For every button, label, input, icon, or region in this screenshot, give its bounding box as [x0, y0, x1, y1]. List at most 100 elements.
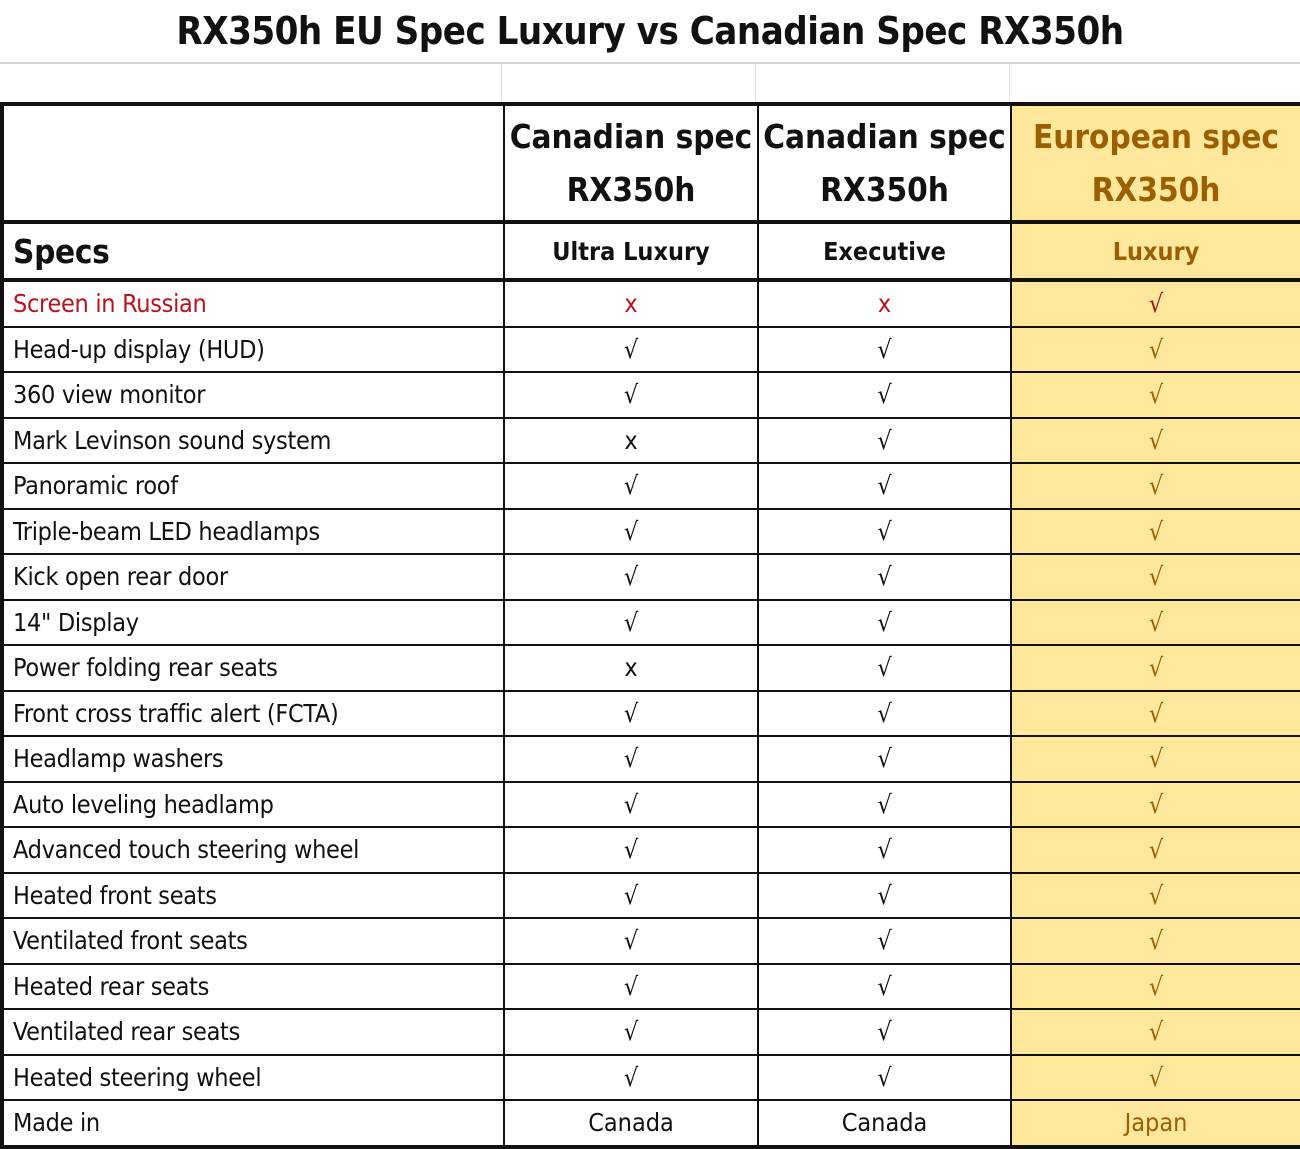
- spec-name: Heated front seats: [0, 871, 505, 919]
- spec-name: Triple-beam LED headlamps: [0, 507, 505, 555]
- table-row: Auto leveling headlamp √ √ √: [0, 780, 1300, 828]
- spec-value-cell: √: [1010, 826, 1300, 874]
- spec-name: 14" Display: [0, 598, 505, 646]
- spec-value-cell: √: [503, 917, 759, 965]
- spec-value-cell: Canada: [503, 1099, 759, 1149]
- spec-value-cell: √: [757, 871, 1012, 919]
- spec-value-cell: √: [757, 462, 1012, 510]
- spec-value-cell: Canada: [757, 1099, 1012, 1149]
- table-row: Advanced touch steering wheel √ √ √: [0, 826, 1300, 874]
- spec-name: Headlamp washers: [0, 735, 505, 783]
- spec-value-cell: √: [1010, 325, 1300, 373]
- table-row: Triple-beam LED headlamps √ √ √: [0, 507, 1300, 555]
- spec-value-cell: √: [757, 371, 1012, 419]
- spec-value-cell: √: [1010, 598, 1300, 646]
- blank-cell: [502, 62, 757, 102]
- header-empty-cell: [0, 102, 505, 224]
- spec-value-cell: √: [757, 1053, 1012, 1101]
- spec-value-cell: √: [503, 826, 759, 874]
- table-row: Headlamp washers √ √ √: [0, 735, 1300, 783]
- table-row: Head-up display (HUD) √ √ √: [0, 325, 1300, 373]
- spec-value-cell: √: [757, 553, 1012, 601]
- table-row: Ventilated front seats √ √ √: [0, 917, 1300, 965]
- table-row: 14" Display √ √ √: [0, 598, 1300, 646]
- spec-value-cell: √: [1010, 1053, 1300, 1101]
- spec-value-cell: √: [757, 325, 1012, 373]
- table-row: Power folding rear seats x √ √: [0, 644, 1300, 692]
- table-row: Heated steering wheel √ √ √: [0, 1053, 1300, 1101]
- spec-name: Panoramic roof: [0, 462, 505, 510]
- table-row: Panoramic roof √ √ √: [0, 462, 1300, 510]
- spec-name: Front cross traffic alert (FCTA): [0, 689, 505, 737]
- spec-value-cell: √: [1010, 871, 1300, 919]
- spec-name: Heated steering wheel: [0, 1053, 505, 1101]
- table-row: Made in Canada Canada Japan: [0, 1099, 1300, 1149]
- spec-value-cell: √: [757, 735, 1012, 783]
- specs-label: Specs: [0, 221, 505, 282]
- spec-value-cell: x: [757, 279, 1012, 328]
- spec-value-cell: √: [757, 416, 1012, 464]
- column-header-european-luxury: European spec RX350h: [1010, 102, 1300, 224]
- spec-name: 360 view monitor: [0, 371, 505, 419]
- spec-value-cell: √: [503, 507, 759, 555]
- spec-name: Ventilated front seats: [0, 917, 505, 965]
- spec-value-cell: √: [1010, 644, 1300, 692]
- blank-cell: [1010, 62, 1300, 102]
- spec-value-cell: √: [503, 1008, 759, 1056]
- spec-name: Power folding rear seats: [0, 644, 505, 692]
- table-row: Screen in Russian x x √: [0, 279, 1300, 328]
- spec-value-cell: √: [1010, 780, 1300, 828]
- spec-value-cell: √: [757, 689, 1012, 737]
- spec-comparison-table: Canadian spec RX350h Canadian spec RX350…: [0, 102, 1300, 1149]
- spec-value-cell: √: [1010, 735, 1300, 783]
- spec-value-cell: √: [503, 325, 759, 373]
- table-row: 360 view monitor √ √ √: [0, 371, 1300, 419]
- spec-value-cell: √: [503, 962, 759, 1010]
- spec-name: Advanced touch steering wheel: [0, 826, 505, 874]
- spec-value-cell: √: [503, 371, 759, 419]
- table-row: Front cross traffic alert (FCTA) √ √ √: [0, 689, 1300, 737]
- spec-value-cell: √: [1010, 507, 1300, 555]
- spec-value-cell: √: [1010, 371, 1300, 419]
- blank-cell: [756, 62, 1010, 102]
- spec-value-cell: √: [503, 553, 759, 601]
- spec-value-cell: √: [503, 462, 759, 510]
- spec-name: Auto leveling headlamp: [0, 780, 505, 828]
- spec-value-cell: x: [503, 279, 759, 328]
- spec-value-cell: √: [1010, 416, 1300, 464]
- spec-value-cell: √: [1010, 1008, 1300, 1056]
- column-header-canadian-executive: Canadian spec RX350h: [757, 102, 1012, 224]
- spec-value-cell: Japan: [1010, 1099, 1300, 1149]
- table-row: Mark Levinson sound system x √ √: [0, 416, 1300, 464]
- page-title: RX350h EU Spec Luxury vs Canadian Spec R…: [0, 0, 1300, 64]
- spec-value-cell: √: [757, 917, 1012, 965]
- spec-value-cell: √: [503, 1053, 759, 1101]
- spec-value-cell: √: [757, 507, 1012, 555]
- spec-value-cell: √: [1010, 689, 1300, 737]
- spec-value-cell: √: [503, 735, 759, 783]
- spec-value-cell: √: [757, 780, 1012, 828]
- spec-name: Kick open rear door: [0, 553, 505, 601]
- trim-label: Executive: [757, 221, 1012, 282]
- spec-value-cell: √: [1010, 917, 1300, 965]
- blank-cell: [0, 62, 502, 102]
- spec-name: Screen in Russian: [0, 279, 505, 328]
- blank-row: [0, 62, 1300, 102]
- spec-value-cell: √: [503, 871, 759, 919]
- spec-value-cell: √: [757, 962, 1012, 1010]
- spec-value-cell: √: [757, 644, 1012, 692]
- table-row: Heated front seats √ √ √: [0, 871, 1300, 919]
- spec-value-cell: √: [757, 1008, 1012, 1056]
- spec-value-cell: √: [503, 598, 759, 646]
- spec-name: Ventilated rear seats: [0, 1008, 505, 1056]
- spec-name: Mark Levinson sound system: [0, 416, 505, 464]
- trim-label: Luxury: [1010, 221, 1300, 282]
- spec-value-cell: √: [757, 598, 1012, 646]
- table-row: Heated rear seats √ √ √: [0, 962, 1300, 1010]
- trim-label: Ultra Luxury: [503, 221, 759, 282]
- spec-value-cell: x: [503, 416, 759, 464]
- header-row: Canadian spec RX350h Canadian spec RX350…: [0, 102, 1300, 224]
- spec-value-cell: x: [503, 644, 759, 692]
- spec-value-cell: √: [1010, 279, 1300, 328]
- trim-row: Specs Ultra Luxury Executive Luxury: [0, 221, 1300, 282]
